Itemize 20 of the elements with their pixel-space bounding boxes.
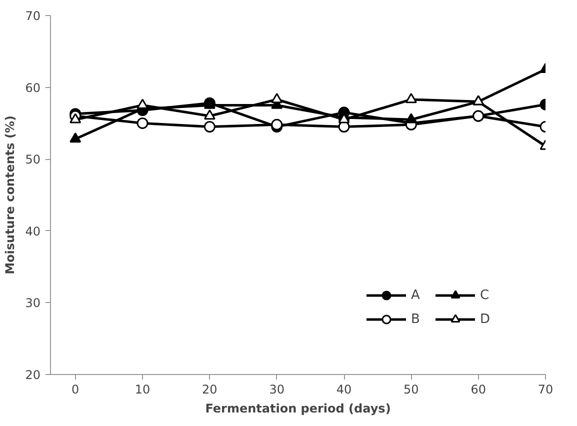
x-tick-label: 60 xyxy=(470,382,486,396)
y-tick-label: 50 xyxy=(25,152,41,167)
y-tick-label: 70 xyxy=(25,9,41,23)
y-axis-title: Moisuture contents (%) xyxy=(3,116,18,274)
y-tick-label: 40 xyxy=(25,224,41,238)
x-axis-title: Fermentation period (days) xyxy=(205,402,391,416)
x-tick-label: 50 xyxy=(404,382,419,396)
x-tick-label: 0 xyxy=(72,382,80,396)
legend-label: A xyxy=(411,288,421,302)
x-tick-label: 40 xyxy=(336,382,352,396)
y-tick-label: 30 xyxy=(25,296,41,310)
x-tick-label: 20 xyxy=(202,382,218,396)
y-tick-label: 20 xyxy=(25,368,41,382)
x-tick-label: 10 xyxy=(134,382,150,396)
legend-label: B xyxy=(411,312,421,326)
x-tick-label: 70 xyxy=(538,382,554,396)
y-tick-label: 60 xyxy=(25,80,41,95)
x-tick-label: 30 xyxy=(269,382,284,396)
legend-label: D xyxy=(480,312,492,326)
legend-label: C xyxy=(480,288,490,302)
